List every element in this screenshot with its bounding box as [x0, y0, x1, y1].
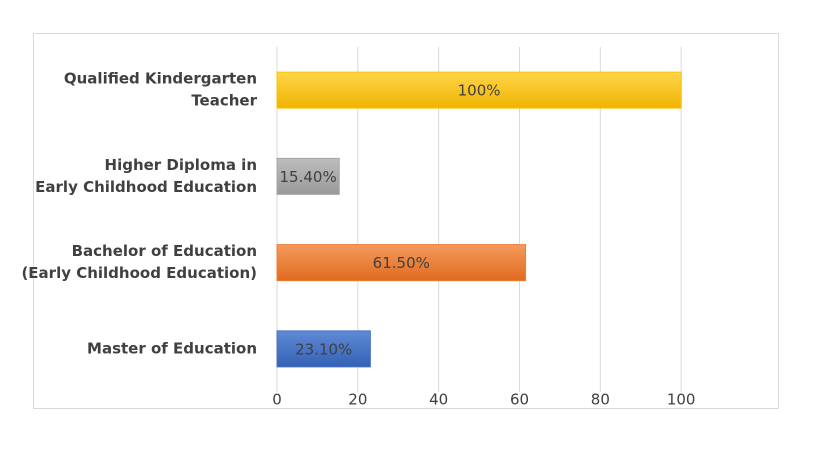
- category-label: Teacher: [191, 92, 257, 110]
- x-tick-label: 40: [429, 391, 448, 409]
- x-tick-label: 0: [272, 391, 282, 409]
- bar: [276, 71, 682, 109]
- bar: [276, 244, 527, 282]
- category-label: Early Childhood Education: [35, 178, 257, 196]
- x-tick-label: 20: [348, 391, 367, 409]
- category-label: (Early Childhood Education): [21, 264, 257, 282]
- data-label: 15.40%: [280, 168, 337, 186]
- category-label: Bachelor of Education: [72, 242, 257, 260]
- bar: [276, 157, 340, 195]
- data-label: 61.50%: [373, 254, 430, 272]
- category-label: Master of Education: [87, 339, 257, 357]
- data-label: 23.10%: [295, 340, 352, 358]
- category-label: Qualified Kindergarten: [64, 70, 257, 88]
- bar: [276, 330, 371, 368]
- data-label: 100%: [458, 82, 501, 100]
- x-tick-label: 100: [667, 391, 696, 409]
- x-tick-label: 80: [591, 391, 610, 409]
- category-label: Higher Diploma in: [105, 156, 257, 174]
- x-tick-label: 60: [510, 391, 529, 409]
